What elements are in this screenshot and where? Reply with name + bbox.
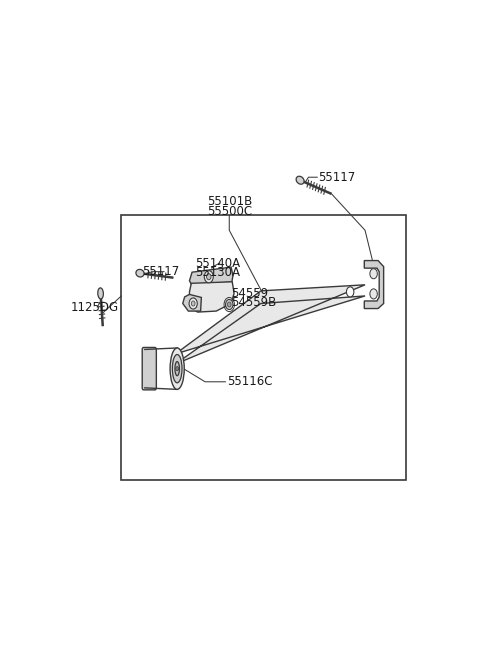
Text: 55116C: 55116C [227, 375, 272, 388]
Circle shape [192, 301, 195, 306]
Polygon shape [183, 295, 202, 311]
Text: 54559B: 54559B [231, 297, 276, 310]
Ellipse shape [172, 354, 182, 383]
Polygon shape [175, 285, 365, 364]
Text: 55140A: 55140A [195, 256, 240, 270]
Text: 55130A: 55130A [195, 266, 240, 279]
Text: 1125DG: 1125DG [71, 300, 120, 314]
Text: 55117: 55117 [319, 171, 356, 184]
Polygon shape [190, 267, 233, 286]
Circle shape [206, 274, 211, 279]
Circle shape [176, 367, 179, 371]
Text: 55500C: 55500C [207, 205, 252, 218]
Polygon shape [190, 282, 234, 312]
Polygon shape [364, 260, 384, 308]
Ellipse shape [170, 348, 184, 390]
Circle shape [347, 287, 354, 297]
Circle shape [228, 302, 231, 307]
Bar [121, 215, 406, 480]
Circle shape [370, 269, 377, 279]
FancyBboxPatch shape [142, 348, 156, 390]
Circle shape [226, 299, 233, 310]
Circle shape [204, 271, 213, 283]
Circle shape [370, 289, 377, 299]
Ellipse shape [136, 270, 144, 277]
Text: 55101B: 55101B [206, 195, 252, 208]
Text: 55117: 55117 [142, 265, 179, 278]
Text: 54559: 54559 [231, 287, 268, 300]
Ellipse shape [296, 176, 304, 184]
Ellipse shape [175, 361, 180, 376]
Ellipse shape [98, 288, 103, 299]
Circle shape [189, 298, 197, 309]
